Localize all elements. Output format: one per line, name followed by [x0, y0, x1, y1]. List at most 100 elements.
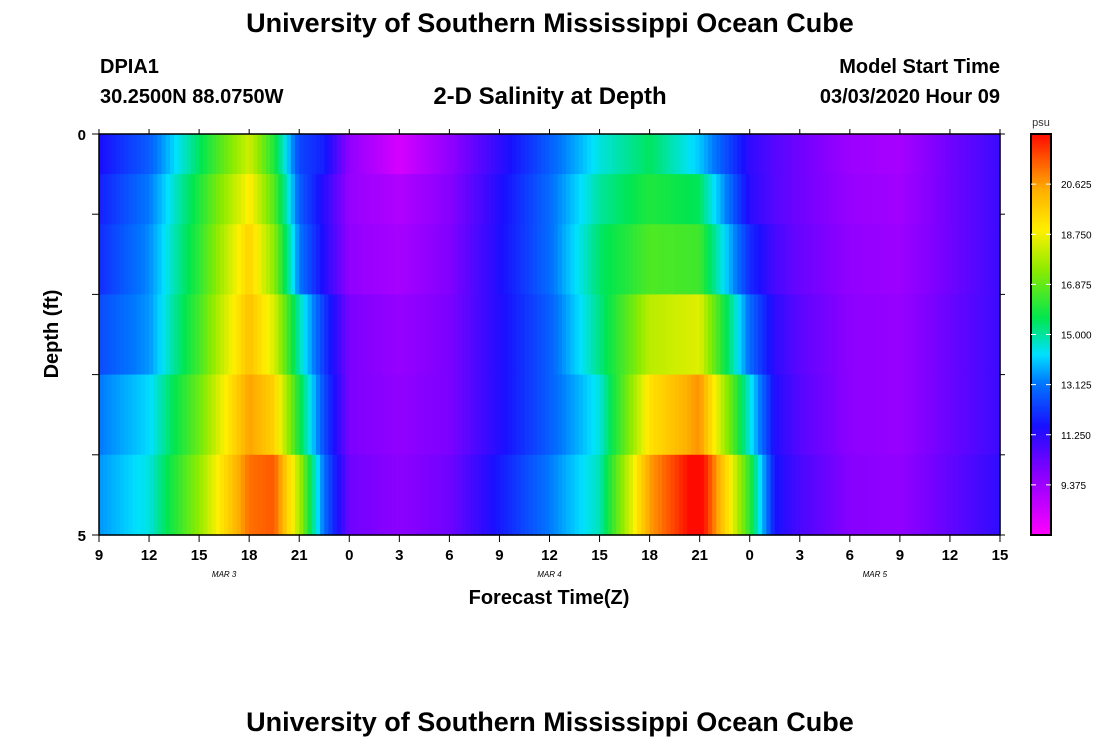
heatmap-cell [345, 454, 350, 536]
colorbar-tick-label: 11.250 [1061, 431, 1091, 442]
heatmap-cell [549, 454, 555, 536]
colorbar-segment [1031, 288, 1051, 291]
colorbar-segment [1031, 416, 1051, 420]
heatmap-cell [991, 374, 997, 456]
heatmap-cell [657, 374, 663, 456]
heatmap-cell [186, 454, 192, 536]
heatmap-cell [203, 134, 209, 175]
heatmap-cell [687, 294, 692, 376]
heatmap-cell [720, 454, 726, 536]
heatmap-cell [270, 224, 275, 295]
colorbar-segment [1031, 300, 1051, 304]
heatmap-cell [215, 454, 221, 536]
colorbar-segment [1031, 302, 1051, 306]
heatmap-cell [386, 454, 392, 536]
heatmap-cell [495, 224, 501, 295]
heatmap-cell [670, 134, 676, 175]
heatmap-cell [662, 454, 667, 536]
heatmap-cell [862, 454, 868, 536]
heatmap-cell [929, 374, 934, 456]
heatmap-cell [103, 454, 108, 536]
heatmap-cell [495, 134, 501, 175]
heatmap-cell [399, 134, 405, 175]
heatmap-cell [290, 454, 296, 536]
heatmap-cell [787, 294, 793, 376]
heatmap-cell [299, 134, 304, 175]
heatmap-cell [837, 294, 843, 376]
heatmap-cell [854, 374, 859, 456]
heatmap-cell [587, 224, 592, 295]
heatmap-cell [587, 294, 592, 376]
heatmap-cell [995, 174, 1001, 225]
colorbar-segment [1031, 138, 1051, 141]
colorbar-segment [1031, 400, 1051, 404]
heatmap-cell [357, 294, 363, 376]
heatmap-cell [733, 224, 738, 295]
heatmap-cell [774, 454, 780, 536]
heatmap-cell [424, 134, 430, 175]
heatmap-cell [703, 224, 709, 295]
heatmap-cell [708, 374, 713, 456]
heatmap-cell [933, 454, 939, 536]
heatmap-cell [879, 174, 884, 225]
heatmap-cell [970, 374, 976, 456]
colorbar-segment [1031, 342, 1051, 346]
heatmap-cell [799, 454, 805, 536]
heatmap-cell [219, 224, 225, 295]
date-label: MAR 4 [537, 570, 562, 579]
heatmap-cell [699, 294, 705, 376]
heatmap-cell [945, 294, 951, 376]
heatmap-cell [653, 134, 659, 175]
heatmap-cell [566, 134, 571, 175]
heatmap-cell [307, 134, 313, 175]
heatmap-cell [449, 134, 455, 175]
heatmap-cell [190, 374, 196, 456]
colorbar-segment [1031, 282, 1051, 285]
colorbar-segment [1031, 376, 1051, 380]
heatmap-cell [432, 294, 438, 376]
heatmap-cell [249, 374, 254, 456]
heatmap-cell [662, 134, 667, 175]
colorbar-segment [1031, 202, 1051, 205]
heatmap-cell [165, 454, 171, 536]
heatmap-cell [920, 134, 926, 175]
heatmap-cell [115, 454, 121, 536]
heatmap-cell [278, 174, 284, 225]
heatmap-cell [904, 454, 909, 536]
heatmap-cell [115, 294, 121, 376]
heatmap-cell [149, 224, 154, 295]
heatmap-cell [557, 294, 563, 376]
heatmap-cell [883, 454, 888, 536]
heatmap-cell [645, 224, 651, 295]
heatmap-cell [449, 454, 455, 536]
colorbar-segment [1031, 408, 1051, 412]
heatmap-cell [983, 174, 989, 225]
heatmap-cell [520, 374, 526, 456]
heatmap-cell [783, 174, 788, 225]
heatmap-cell [687, 454, 692, 536]
heatmap-cell [374, 454, 380, 536]
colorbar-segment [1031, 240, 1051, 243]
heatmap-cell [290, 224, 296, 295]
heatmap-cell [879, 294, 884, 376]
heatmap-cell [144, 174, 150, 225]
colorbar-segment [1031, 462, 1051, 466]
heatmap-cell [674, 134, 680, 175]
heatmap-cell [762, 294, 768, 376]
heatmap-cell [670, 224, 676, 295]
heatmap-cell [949, 374, 955, 456]
heatmap-cell [891, 174, 897, 225]
heatmap-cell [737, 294, 742, 376]
heatmap-cell [820, 174, 826, 225]
heatmap-cell [182, 224, 188, 295]
heatmap-cell [257, 134, 263, 175]
heatmap-cell [482, 224, 488, 295]
heatmap-cell [516, 224, 521, 295]
heatmap-cell [453, 134, 459, 175]
heatmap-cell [349, 174, 355, 225]
heatmap-cell [107, 224, 113, 295]
colorbar-segment [1031, 448, 1051, 452]
heatmap-cell [695, 134, 701, 175]
heatmap-cell [899, 374, 905, 456]
heatmap-cell [728, 294, 734, 376]
